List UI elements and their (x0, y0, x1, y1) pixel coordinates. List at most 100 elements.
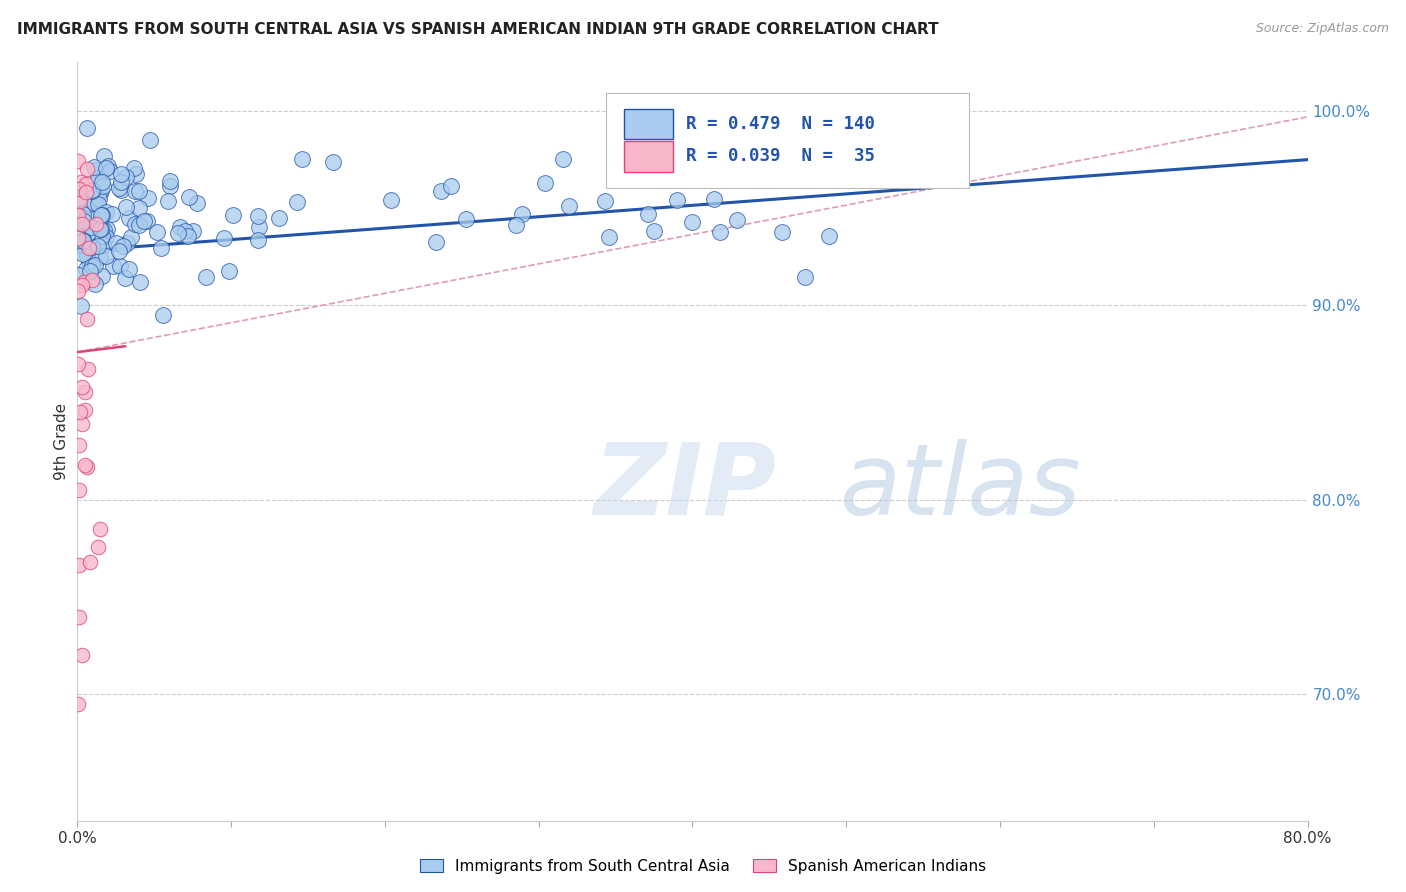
Point (112, 238, 135, 252)
Point (128, 218, 150, 232)
Point (770, 225, 793, 239)
Point (80, 184, 103, 198)
Point (69, 194, 91, 208)
Point (195, 270, 218, 285)
Text: atlas: atlas (841, 439, 1081, 535)
Point (247, 233, 270, 247)
Point (115, 169, 138, 184)
Point (76, 249, 98, 263)
Point (285, 195, 308, 210)
Point (91, 176, 114, 190)
Point (90, 222, 112, 236)
Point (75, 185, 97, 199)
Point (80, 219, 103, 234)
Point (177, 190, 200, 204)
Point (87, 219, 110, 234)
Point (115, 236, 138, 251)
Point (157, 194, 180, 208)
Point (430, 184, 453, 198)
Point (87, 170, 110, 185)
Point (75, 177, 97, 191)
Point (425, 235, 447, 249)
Point (505, 219, 527, 233)
Point (827, 172, 849, 186)
Point (714, 165, 737, 179)
Point (118, 262, 141, 277)
Text: Source: ZipAtlas.com: Source: ZipAtlas.com (1256, 22, 1389, 36)
Point (76, 161, 98, 176)
Point (67, 153, 90, 168)
Point (181, 224, 204, 238)
Point (70, 380, 93, 394)
Point (67, 558, 90, 572)
Point (83, 187, 105, 202)
Point (98, 164, 121, 178)
Point (91, 238, 114, 252)
Point (73, 234, 96, 248)
Point (440, 179, 463, 194)
Point (94, 204, 117, 219)
Point (84, 217, 107, 231)
Point (124, 184, 146, 198)
Point (132, 213, 155, 227)
Legend: Immigrants from South Central Asia, Spanish American Indians: Immigrants from South Central Asia, Span… (413, 853, 993, 880)
Point (70, 217, 93, 231)
Point (89, 250, 111, 264)
Point (89, 186, 111, 200)
Point (69, 225, 91, 239)
Point (70, 648, 93, 663)
Point (75, 384, 97, 399)
Point (136, 191, 159, 205)
Point (510, 207, 533, 221)
Point (67, 483, 90, 497)
FancyBboxPatch shape (624, 109, 673, 139)
Point (89, 522, 111, 536)
Point (69, 405, 91, 419)
Point (558, 199, 581, 213)
Point (110, 183, 132, 197)
Point (84, 258, 107, 272)
Point (79, 206, 101, 220)
Point (553, 153, 575, 167)
Point (124, 217, 146, 231)
Point (108, 260, 131, 274)
Point (159, 178, 181, 193)
FancyBboxPatch shape (606, 93, 969, 187)
Point (124, 167, 146, 181)
Point (93, 223, 115, 237)
Text: ZIP: ZIP (595, 439, 778, 535)
Point (598, 230, 620, 244)
Point (73, 275, 96, 289)
Point (79, 555, 101, 569)
Point (70, 175, 93, 189)
Point (101, 206, 124, 220)
Point (87, 196, 110, 211)
Point (167, 226, 190, 240)
Point (91, 229, 114, 244)
Text: R = 0.479  N = 140: R = 0.479 N = 140 (686, 115, 876, 133)
FancyBboxPatch shape (624, 141, 673, 171)
Point (67, 268, 90, 282)
Point (90, 268, 112, 283)
Point (83, 196, 105, 211)
Point (76, 121, 98, 136)
Point (267, 211, 290, 226)
Point (79, 253, 101, 268)
Point (637, 207, 659, 221)
Point (159, 174, 181, 188)
Point (128, 184, 150, 198)
Point (97, 159, 120, 173)
Y-axis label: 9th Grade: 9th Grade (53, 403, 69, 480)
Point (322, 155, 344, 169)
Point (80, 240, 103, 254)
Point (101, 260, 124, 274)
Point (72, 233, 94, 247)
Point (709, 225, 731, 239)
Point (89, 211, 111, 226)
Point (150, 241, 173, 255)
Point (73, 458, 96, 472)
Point (129, 275, 152, 289)
Point (186, 196, 208, 211)
Point (93, 149, 115, 163)
Point (169, 220, 191, 235)
